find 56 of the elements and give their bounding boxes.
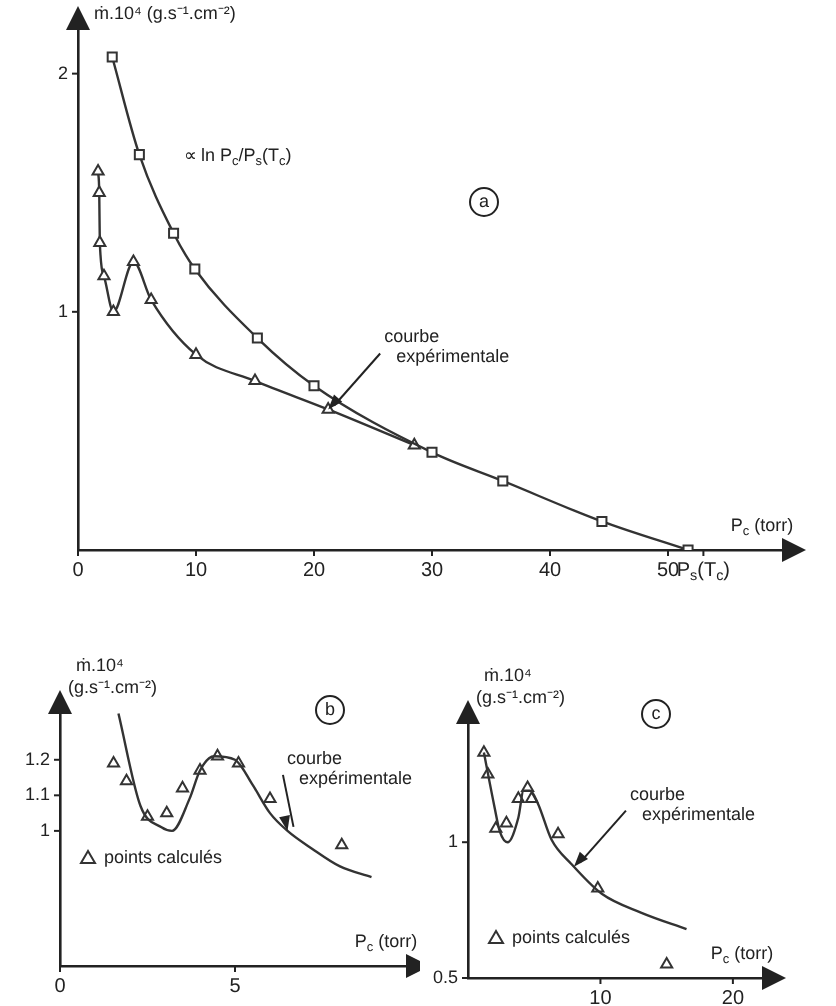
y-tick-label: 1 bbox=[447, 831, 459, 852]
point bbox=[92, 185, 106, 197]
annotation: courbe expérimentale bbox=[384, 326, 510, 367]
point bbox=[335, 837, 349, 850]
x-tick-label: 10 bbox=[184, 559, 208, 582]
point bbox=[126, 254, 140, 266]
point bbox=[189, 347, 203, 359]
legend-label: points calculés bbox=[104, 846, 224, 867]
point bbox=[497, 475, 509, 487]
point bbox=[175, 780, 190, 793]
point bbox=[596, 515, 608, 527]
y-tick-label: 1.2 bbox=[24, 748, 51, 769]
x-tick-label: 30 bbox=[420, 559, 444, 582]
y-tick-label: 1 bbox=[57, 300, 69, 321]
point bbox=[133, 149, 145, 161]
point bbox=[97, 268, 111, 281]
y-tick-label: 2 bbox=[57, 62, 69, 83]
x-tick-label: 0 bbox=[54, 975, 67, 998]
chart-title: b bbox=[324, 698, 336, 719]
point bbox=[160, 805, 174, 818]
text: a bbox=[478, 190, 490, 211]
y-tick-label: 1.1 bbox=[24, 784, 51, 805]
point bbox=[144, 292, 158, 305]
x-tick-label: 20 bbox=[302, 559, 326, 582]
legend-label: points calculés bbox=[512, 926, 632, 947]
y-axis-title: ṁ.10⁴ (g.s⁻¹.cm⁻²) bbox=[94, 2, 236, 23]
point bbox=[119, 773, 134, 786]
point bbox=[106, 51, 118, 63]
point bbox=[251, 332, 263, 344]
y-tick-label: 0.5 bbox=[432, 966, 459, 987]
point bbox=[248, 373, 262, 386]
point bbox=[91, 163, 105, 176]
point bbox=[660, 957, 674, 969]
point bbox=[263, 791, 277, 804]
annotation: courbe expérimentale bbox=[629, 783, 756, 824]
chart-title: c bbox=[651, 702, 662, 723]
point bbox=[499, 815, 513, 828]
x-tick-label: 20 bbox=[721, 987, 745, 1006]
point bbox=[168, 227, 180, 239]
x-tick-label: 10 bbox=[589, 987, 613, 1006]
y-axis-title: ṁ.10⁴ (g.s⁻¹.cm⁻²) bbox=[476, 664, 565, 707]
y-tick-label: 1 bbox=[39, 819, 51, 840]
x-tick-label: 50 bbox=[656, 559, 680, 582]
x-tick-label: 40 bbox=[538, 559, 562, 582]
point bbox=[321, 402, 335, 414]
point bbox=[308, 380, 320, 392]
point bbox=[93, 235, 107, 247]
point bbox=[106, 304, 120, 317]
point bbox=[189, 263, 201, 275]
point bbox=[107, 755, 121, 768]
annotation: courbe expérimentale bbox=[286, 747, 412, 788]
point bbox=[426, 446, 438, 458]
x-tick-label: 0 bbox=[72, 559, 85, 582]
x-tick-label: 5 bbox=[229, 975, 242, 998]
point bbox=[551, 826, 565, 839]
y-axis-title: ṁ.10⁴ (g.s⁻¹.cm⁻²) bbox=[68, 654, 157, 697]
